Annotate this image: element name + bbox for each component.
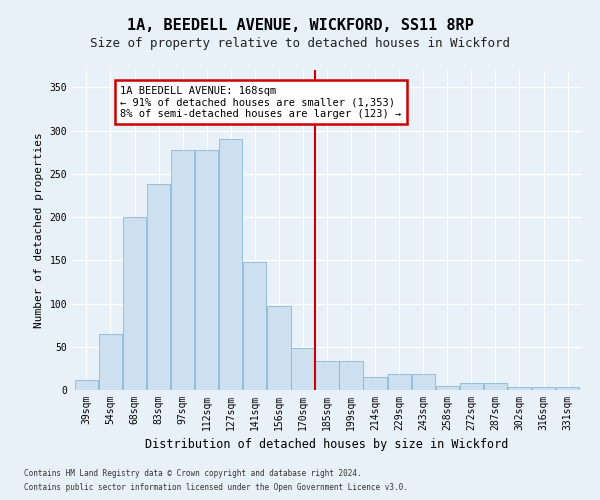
Y-axis label: Number of detached properties: Number of detached properties (34, 132, 44, 328)
Text: Contains HM Land Registry data © Crown copyright and database right 2024.: Contains HM Land Registry data © Crown c… (24, 468, 362, 477)
Bar (484, 383, 507, 390)
Bar (219, 139, 242, 390)
Bar (388, 374, 411, 390)
Text: Contains public sector information licensed under the Open Government Licence v3: Contains public sector information licen… (24, 484, 408, 492)
Bar (412, 374, 435, 390)
Bar (171, 150, 194, 390)
X-axis label: Distribution of detached houses by size in Wickford: Distribution of detached houses by size … (145, 438, 509, 452)
Bar (75, 380, 98, 390)
Text: 1A BEEDELL AVENUE: 168sqm
← 91% of detached houses are smaller (1,353)
8% of sem: 1A BEEDELL AVENUE: 168sqm ← 91% of detac… (120, 86, 401, 119)
Bar (123, 217, 146, 390)
Bar (291, 348, 314, 390)
Bar (532, 388, 555, 390)
Bar (316, 362, 338, 390)
Bar (267, 306, 290, 390)
Bar (508, 388, 531, 390)
Bar (436, 386, 459, 390)
Bar (243, 262, 266, 390)
Bar (99, 334, 122, 390)
Bar (556, 388, 579, 390)
Bar (147, 184, 170, 390)
Text: Size of property relative to detached houses in Wickford: Size of property relative to detached ho… (90, 38, 510, 51)
Text: 1A, BEEDELL AVENUE, WICKFORD, SS11 8RP: 1A, BEEDELL AVENUE, WICKFORD, SS11 8RP (127, 18, 473, 32)
Bar (364, 377, 387, 390)
Bar (340, 362, 363, 390)
Bar (195, 150, 218, 390)
Bar (460, 383, 483, 390)
